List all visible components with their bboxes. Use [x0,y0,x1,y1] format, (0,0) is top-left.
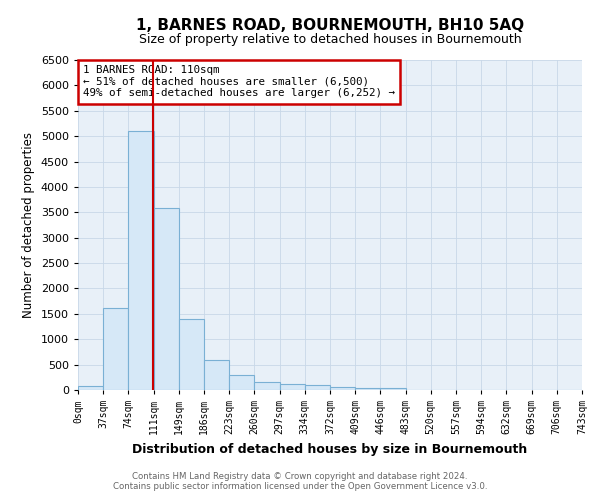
Bar [380,388,406,390]
Bar [254,382,280,390]
Text: Contains public sector information licensed under the Open Government Licence v3: Contains public sector information licen… [113,482,487,491]
Text: 1 BARNES ROAD: 110sqm
← 51% of detached houses are smaller (6,500)
49% of semi-d: 1 BARNES ROAD: 110sqm ← 51% of detached … [83,65,395,98]
Bar [78,386,103,390]
Bar [229,375,254,390]
Bar [355,388,380,390]
Bar [103,308,128,390]
Bar [154,208,179,390]
Text: Contains HM Land Registry data © Crown copyright and database right 2024.: Contains HM Land Registry data © Crown c… [132,472,468,481]
Bar [179,319,204,390]
Bar [330,388,355,390]
Y-axis label: Number of detached properties: Number of detached properties [22,132,35,318]
Bar [280,384,305,390]
Text: Size of property relative to detached houses in Bournemouth: Size of property relative to detached ho… [139,32,521,46]
X-axis label: Distribution of detached houses by size in Bournemouth: Distribution of detached houses by size … [133,442,527,456]
Bar [204,360,229,390]
Bar [305,386,330,390]
Bar [128,131,154,390]
Text: 1, BARNES ROAD, BOURNEMOUTH, BH10 5AQ: 1, BARNES ROAD, BOURNEMOUTH, BH10 5AQ [136,18,524,32]
